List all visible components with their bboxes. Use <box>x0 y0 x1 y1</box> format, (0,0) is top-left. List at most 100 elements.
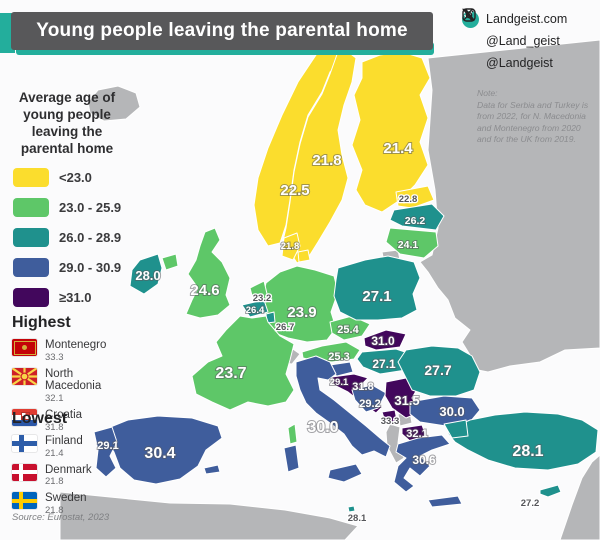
note: Note: Data for Serbia and Turkey is from… <box>477 88 595 146</box>
twitter-row[interactable]: @Landgeist <box>462 8 597 74</box>
note-body: Data for Serbia and Turkey is from 2022,… <box>477 99 589 145</box>
label-norway: 22.5 <box>280 182 309 199</box>
legend-swatch-band4 <box>13 257 49 277</box>
country-latvia <box>389 203 445 231</box>
croatia-flag-icon <box>12 408 37 426</box>
rank-country: Finland <box>45 435 83 447</box>
legend-title: Average age of young people leaving the … <box>18 90 116 156</box>
country-malta <box>347 505 356 513</box>
label-croatia: 31.8 <box>352 381 373 393</box>
country-denmark-islands <box>297 249 311 263</box>
label-ireland: 28.0 <box>135 268 160 283</box>
label-portugal: 29.1 <box>97 440 118 452</box>
lowest-heading: Lowest <box>12 410 68 427</box>
highest-section: Highest Montenegro 33.3 North Macedonia … <box>12 314 132 438</box>
rank-row-montenegro: Montenegro 33.3 <box>12 339 132 363</box>
country-turkey <box>447 411 599 471</box>
label-romania: 27.7 <box>424 362 451 378</box>
label-slovakia: 31.0 <box>371 334 395 348</box>
country-north-africa <box>59 491 359 540</box>
label-slovenia: 29.1 <box>330 377 349 388</box>
label-france: 23.7 <box>215 365 246 382</box>
rank-country: Croatia <box>45 408 83 421</box>
legend-item: ≥31.0 <box>13 287 130 307</box>
label-uk: 24.6 <box>190 282 219 299</box>
rank-row-croatia: Croatia 31.8 <box>12 408 132 433</box>
label-malta: 28.1 <box>348 513 367 524</box>
label-belgium: 26.4 <box>246 305 265 316</box>
rank-country: North Macedonia <box>45 367 102 393</box>
rank-row-sweden: Sweden 21.8 <box>12 492 132 516</box>
label-latvia: 26.2 <box>405 215 426 227</box>
finland-flag-icon <box>12 435 37 452</box>
rank-value: 21.8 <box>45 476 64 488</box>
country-slovakia <box>363 329 407 351</box>
rank-row-denmark: Denmark 21.8 <box>12 463 132 488</box>
country-cyprus <box>539 484 562 498</box>
instagram-row[interactable]: @Land_geist <box>462 8 597 52</box>
label-spain: 30.4 <box>144 445 175 462</box>
label-bulgaria: 30.0 <box>439 404 464 419</box>
sweden-flag-icon <box>12 492 37 510</box>
legend-swatch-band2 <box>13 197 49 217</box>
rank-country: Montenegro <box>45 339 107 351</box>
label-italy: 30.0 <box>307 419 338 436</box>
label-austria: 25.3 <box>328 351 349 363</box>
rank-value: 21.8 <box>45 504 64 516</box>
legend-swatch-band5 <box>13 287 49 307</box>
label-germany: 23.9 <box>287 304 316 321</box>
site-row[interactable]: Landgeist.com <box>462 8 597 30</box>
country-estonia <box>395 185 435 209</box>
country-france <box>191 315 295 411</box>
legend-swatch-band1 <box>13 167 49 187</box>
denmark-flag-icon <box>12 463 37 481</box>
legend-item: 26.0 - 28.9 <box>13 227 130 247</box>
country-belgium <box>241 299 269 318</box>
legend-label: 26.0 - 28.9 <box>59 229 122 245</box>
country-lithuania <box>385 227 439 259</box>
country-greece <box>393 434 451 493</box>
country-netherlands <box>249 280 269 304</box>
country-balearics <box>203 464 221 475</box>
country-montenegro <box>381 409 398 425</box>
label-bosnia: 29.2 <box>359 398 380 410</box>
label-poland: 27.1 <box>362 288 391 305</box>
label-cyprus: 27.2 <box>521 498 540 509</box>
country-bosnia <box>351 384 387 413</box>
lowest-section: Lowest Finland 21.4 Denmark 21.8 <box>12 410 132 521</box>
rank-row-north-macedonia: North Macedonia 32.1 <box>12 367 132 404</box>
north-macedonia-flag-icon <box>12 367 37 385</box>
label-czechia: 25.4 <box>337 324 359 336</box>
rank-value: 31.8 <box>45 421 64 433</box>
country-sardinia <box>283 444 300 473</box>
legend-swatch-band3 <box>13 227 49 247</box>
rank-value: 32.1 <box>45 392 64 404</box>
label-hungary: 27.1 <box>372 357 396 371</box>
twitter-handle: @Landgeist <box>486 56 553 70</box>
label-luxembourg: 26.7 <box>276 322 295 333</box>
country-romania <box>397 345 481 397</box>
country-italy <box>295 355 391 458</box>
legend-item: <23.0 <box>13 167 130 187</box>
label-montenegro: 33.3 <box>381 416 400 427</box>
label-estonia: 22.8 <box>399 194 418 205</box>
legend-label: ≥31.0 <box>59 289 92 305</box>
country-ireland <box>129 253 163 295</box>
label-turkey: 28.1 <box>512 443 543 460</box>
instagram-handle: @Land_geist <box>486 34 560 48</box>
legend-label: <23.0 <box>59 169 92 185</box>
country-sicily <box>327 463 363 483</box>
label-netherlands: 23.2 <box>253 293 272 304</box>
country-poland <box>333 255 421 321</box>
title-bar: Young people leaving the parental home <box>11 12 433 50</box>
country-turkey-thrace <box>443 419 469 439</box>
page-title: Young people leaving the parental home <box>36 20 408 41</box>
country-uk <box>185 227 231 319</box>
rank-value: 33.3 <box>45 351 64 363</box>
highest-heading: Highest <box>12 314 71 331</box>
label-sweden: 21.8 <box>312 152 341 169</box>
country-hungary <box>356 348 415 375</box>
country-northern-ireland <box>161 253 179 271</box>
